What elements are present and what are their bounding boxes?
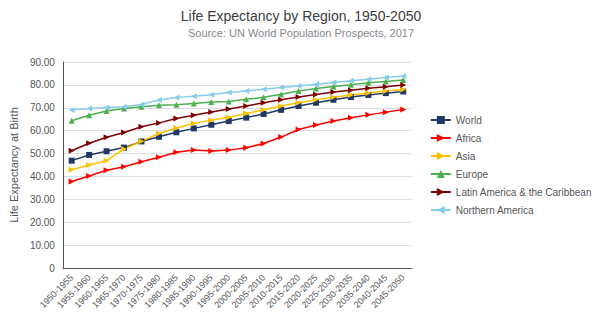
svg-text:1965-1970: 1965-1970 [90, 272, 128, 310]
svg-text:2010-2015: 2010-2015 [247, 272, 285, 310]
svg-text:1960-1965: 1960-1965 [72, 272, 111, 310]
svg-text:2030-2035: 2030-2035 [317, 272, 355, 310]
svg-text:2015-2020: 2015-2020 [264, 272, 303, 310]
svg-text:2020-2025: 2020-2025 [282, 272, 320, 310]
svg-text:Life Expectancy at Birth: Life Expectancy at Birth [8, 107, 20, 223]
svg-text:Source: UN World Population Pr: Source: UN World Population Prospects, 2… [188, 27, 414, 39]
svg-text:Europe: Europe [456, 169, 489, 180]
svg-text:40.00: 40.00 [30, 171, 55, 182]
svg-text:1955-1960: 1955-1960 [55, 272, 93, 310]
svg-text:2045-2050: 2045-2050 [369, 272, 406, 309]
svg-text:1985-1990: 1985-1990 [159, 272, 198, 310]
svg-text:50.00: 50.00 [30, 148, 55, 159]
svg-text:Northern America: Northern America [456, 205, 534, 216]
svg-text:60.00: 60.00 [30, 125, 55, 136]
svg-text:2040-2045: 2040-2045 [351, 272, 390, 310]
svg-text:2000-2005: 2000-2005 [212, 272, 250, 310]
svg-text:2035-2040: 2035-2040 [334, 272, 372, 310]
svg-text:1975-1980: 1975-1980 [125, 272, 163, 310]
svg-text:10.00: 10.00 [30, 240, 55, 251]
svg-text:1980-1985: 1980-1985 [142, 272, 180, 310]
svg-text:0: 0 [49, 263, 55, 274]
svg-text:Asia: Asia [456, 151, 476, 162]
svg-text:1970-1975: 1970-1975 [107, 272, 145, 310]
svg-text:80.00: 80.00 [30, 79, 55, 90]
svg-text:1995-2000: 1995-2000 [194, 272, 233, 310]
svg-text:Latin America & the Caribbean: Latin America & the Caribbean [456, 187, 592, 198]
svg-text:2005-2010: 2005-2010 [229, 272, 268, 310]
svg-text:1950-1955: 1950-1955 [37, 272, 76, 310]
svg-text:70.00: 70.00 [30, 102, 55, 113]
svg-text:Africa: Africa [456, 133, 482, 144]
svg-text:Life Expectancy by Region, 195: Life Expectancy by Region, 1950-2050 [181, 8, 422, 24]
svg-text:1990-1995: 1990-1995 [177, 272, 215, 310]
svg-text:2025-2030: 2025-2030 [299, 272, 337, 310]
svg-text:20.00: 20.00 [30, 217, 55, 228]
svg-text:30.00: 30.00 [30, 194, 55, 205]
svg-text:World: World [456, 115, 482, 126]
svg-text:90.00: 90.00 [30, 57, 55, 68]
